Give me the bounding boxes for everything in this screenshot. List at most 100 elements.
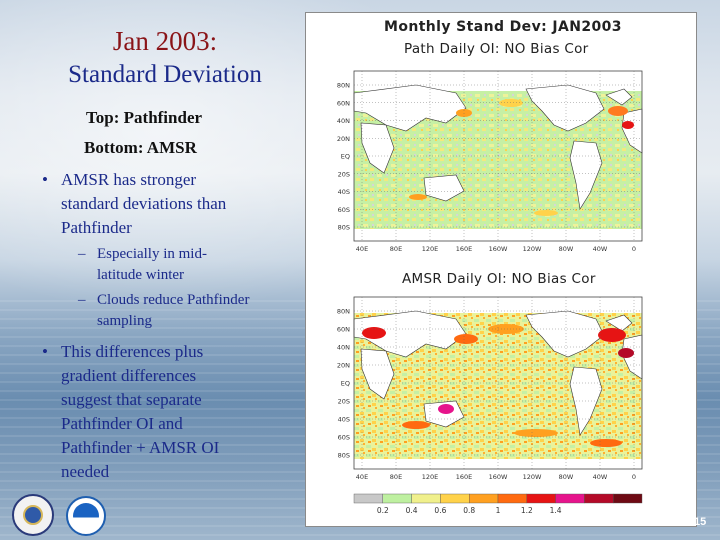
bullet-1-line-1: AMSR has stronger [61, 170, 197, 189]
top-map-australia [423, 174, 465, 202]
lat-label: 60N [337, 326, 350, 334]
label-top: Top: Pathfinder [86, 108, 203, 127]
lon-label: 120W [523, 473, 542, 481]
top-map-lat-labels: 80N 60N 40N 20N EQ 20S 40S 60S 80S [337, 82, 350, 232]
lon-label: 120W [523, 245, 542, 253]
bottom-map-lat-labels: 80N 60N 40N 20N EQ 20S 40S 60S 80S [337, 308, 350, 460]
bullet-2: • This differences plus gradient differe… [42, 340, 219, 484]
lon-label: 0 [632, 473, 636, 481]
lat-label: 60S [338, 206, 350, 214]
colorbar-swatch [440, 493, 470, 504]
top-map-title: Path Daily OI: NO Bias Cor [404, 41, 589, 57]
lat-label: 60S [338, 434, 350, 442]
colorbar-swatch [411, 493, 441, 504]
bullet-1-line-2: standard deviations than [61, 194, 227, 213]
bullet-dot: • [42, 342, 48, 361]
subbullet-2: – Clouds reduce Pathfinder sampling [78, 290, 249, 332]
bottom-map-north-america [525, 310, 605, 358]
lat-label: 20S [338, 398, 350, 406]
colorbar-swatch [613, 493, 643, 504]
lat-label: 20N [337, 362, 350, 370]
bottom-map-antarctic [354, 459, 642, 469]
lat-label: 80S [338, 452, 350, 460]
lat-label: 60N [337, 99, 350, 107]
bottom-map-greenland [605, 314, 633, 332]
bullet-2-line-2: gradient differences [61, 366, 197, 385]
bottom-map-eurasia [353, 310, 467, 358]
lon-label: 160W [489, 473, 508, 481]
lon-label: 80E [390, 473, 402, 481]
bottom-map-patch [454, 334, 478, 344]
lat-label: 80N [337, 82, 350, 90]
top-map-patch [622, 121, 634, 129]
colorbar-tick-labels: 0.2 0.4 0.6 0.8 1 1.2 1.4 [377, 506, 562, 515]
lat-label: 40N [337, 117, 350, 125]
lon-label: 160E [456, 245, 473, 253]
colorbar-tick-label: 0.8 [463, 506, 475, 515]
lon-label: 40W [593, 245, 608, 253]
colorbar-tick-label: 0.2 [377, 506, 389, 515]
subbullet-2-line-1: Clouds reduce Pathfinder [97, 292, 250, 308]
slide-subtitle: Standard Deviation [68, 61, 262, 88]
bottom-map-patch [488, 324, 524, 334]
bottom-map-patch [438, 404, 454, 414]
bottom-map-arctic [354, 297, 642, 313]
page-number: 15 [694, 516, 707, 528]
colorbar-tick-label: 1.2 [521, 506, 533, 515]
colorbar-swatch [382, 493, 412, 504]
lon-label: 40W [593, 473, 608, 481]
lat-label: EQ [341, 153, 350, 161]
colorbar [353, 493, 643, 504]
bullet-dot: • [42, 170, 48, 189]
lon-label: 120E [422, 473, 439, 481]
lat-label: EQ [341, 380, 350, 388]
lon-label: 80W [559, 245, 574, 253]
top-map-lon-labels: 40E 80E 120E 160E 160W 120W 80W 40W 0 [356, 245, 636, 253]
colorbar-tick-label: 1 [496, 506, 501, 515]
colorbar-swatch [555, 493, 585, 504]
bullet-2-line-4: Pathfinder OI and [61, 414, 183, 433]
top-map-grid [354, 71, 642, 241]
bottom-map-patch [618, 348, 634, 358]
commerce-seal-logo [12, 494, 54, 536]
colorbar-swatch [468, 493, 499, 504]
lon-label: 120E [422, 245, 439, 253]
bottom-map-lon-labels: 40E 80E 120E 160E 160W 120W 80W 40W 0 [356, 473, 636, 481]
top-map-patch [534, 210, 558, 216]
top-map-north-america [525, 84, 605, 132]
bullet-2-line-5: Pathfinder + AMSR OI [61, 438, 220, 457]
lat-label: 80N [337, 308, 350, 316]
lat-label: 80S [338, 224, 350, 232]
bottom-map-patch [402, 421, 430, 429]
subbullet-dash: – [78, 246, 86, 262]
lat-label: 40S [338, 416, 350, 424]
sst-figure: Monthly Stand Dev: JAN2003 Path Daily OI… [305, 12, 697, 527]
slide-title: Jan 2003: [112, 26, 218, 56]
bullet-2-line-6: needed [61, 462, 110, 481]
lon-label: 160W [489, 245, 508, 253]
colorbar-swatch [526, 493, 556, 504]
label-bottom: Bottom: AMSR [84, 138, 197, 157]
bottom-map-title: AMSR Daily OI: NO Bias Cor [402, 271, 596, 287]
subbullet-1: – Especially in mid- latitude winter [78, 244, 207, 286]
top-map: 80N 60N 40N 20N EQ 20S 40S 60S 80S 40E 80E 120E 160… [337, 70, 643, 253]
bottom-map-patch [362, 327, 386, 339]
colorbar-tick-label: 0.6 [434, 506, 446, 515]
colorbar-tick-label: 0.4 [406, 506, 418, 515]
top-map-antarctic [354, 229, 642, 241]
bullet-2-line-3: suggest that separate [61, 390, 202, 409]
top-map-patch [499, 99, 523, 107]
lat-label: 20S [338, 170, 350, 178]
lon-label: 80E [390, 245, 402, 253]
colorbar-swatch [584, 493, 614, 504]
lat-label: 40S [338, 188, 350, 196]
subbullet-2-line-2: sampling [97, 313, 152, 329]
bottom-map-australia [423, 400, 465, 428]
lon-label: 40E [356, 473, 368, 481]
figure-title: Monthly Stand Dev: JAN2003 [384, 19, 622, 35]
bottom-map-grid [354, 297, 642, 469]
lon-label: 80W [559, 473, 574, 481]
noaa-logo [66, 496, 106, 536]
top-map-patch [608, 106, 628, 116]
